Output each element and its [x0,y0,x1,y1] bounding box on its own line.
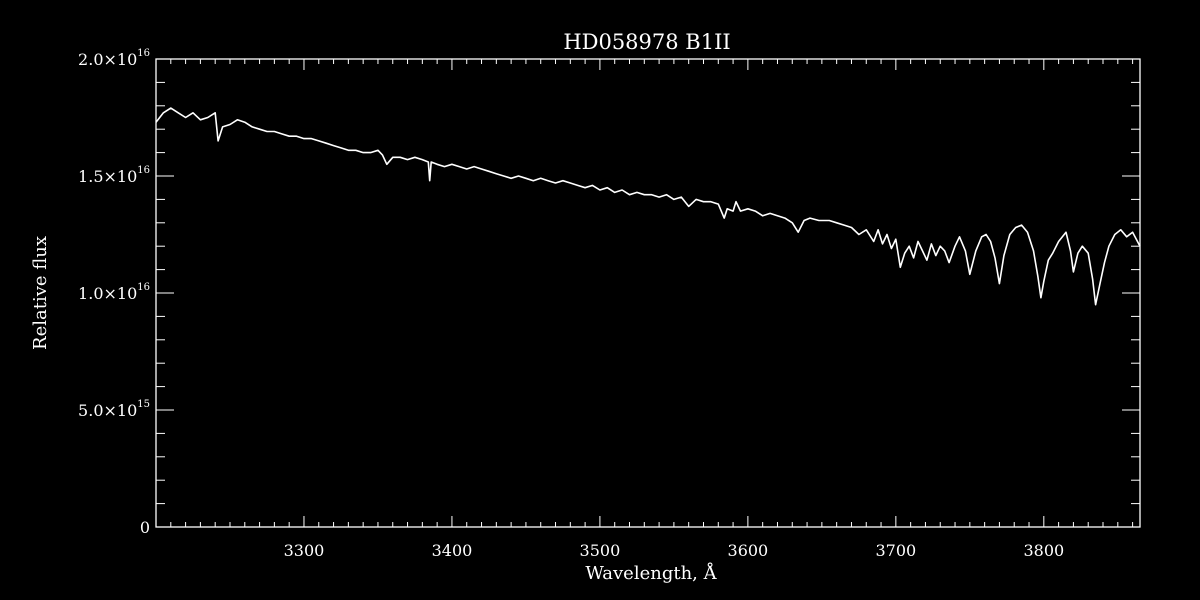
x-axis-ticks: 3300 3400 3500 3600 3700 3800 [170,59,1134,560]
y-tick-label: 2.0×1016 [78,48,150,69]
chart-title: HD058978 B1II [563,30,730,54]
plot-frame [155,58,1141,528]
y-tick-label: 0 [140,518,150,537]
spectrum-line [155,107,1141,306]
x-axis-label: Wavelength, Å [585,562,717,584]
x-tick-label: 3800 [1023,541,1064,560]
y-tick-label: 5.0×1015 [78,399,150,420]
x-tick-label: 3400 [432,541,473,560]
x-tick-label: 3600 [728,541,769,560]
x-tick-label: 3700 [875,541,916,560]
x-tick-label: 3300 [284,541,325,560]
y-axis-label: Relative flux [30,236,51,350]
y-tick-label: 1.5×1016 [78,165,150,186]
y-tick-label: 1.0×1016 [78,282,150,303]
y-axis-ticks: 0 5.0×1015 1.0×1016 1.5×1016 2.0×1016 [78,48,1140,537]
x-tick-label: 3500 [580,541,621,560]
